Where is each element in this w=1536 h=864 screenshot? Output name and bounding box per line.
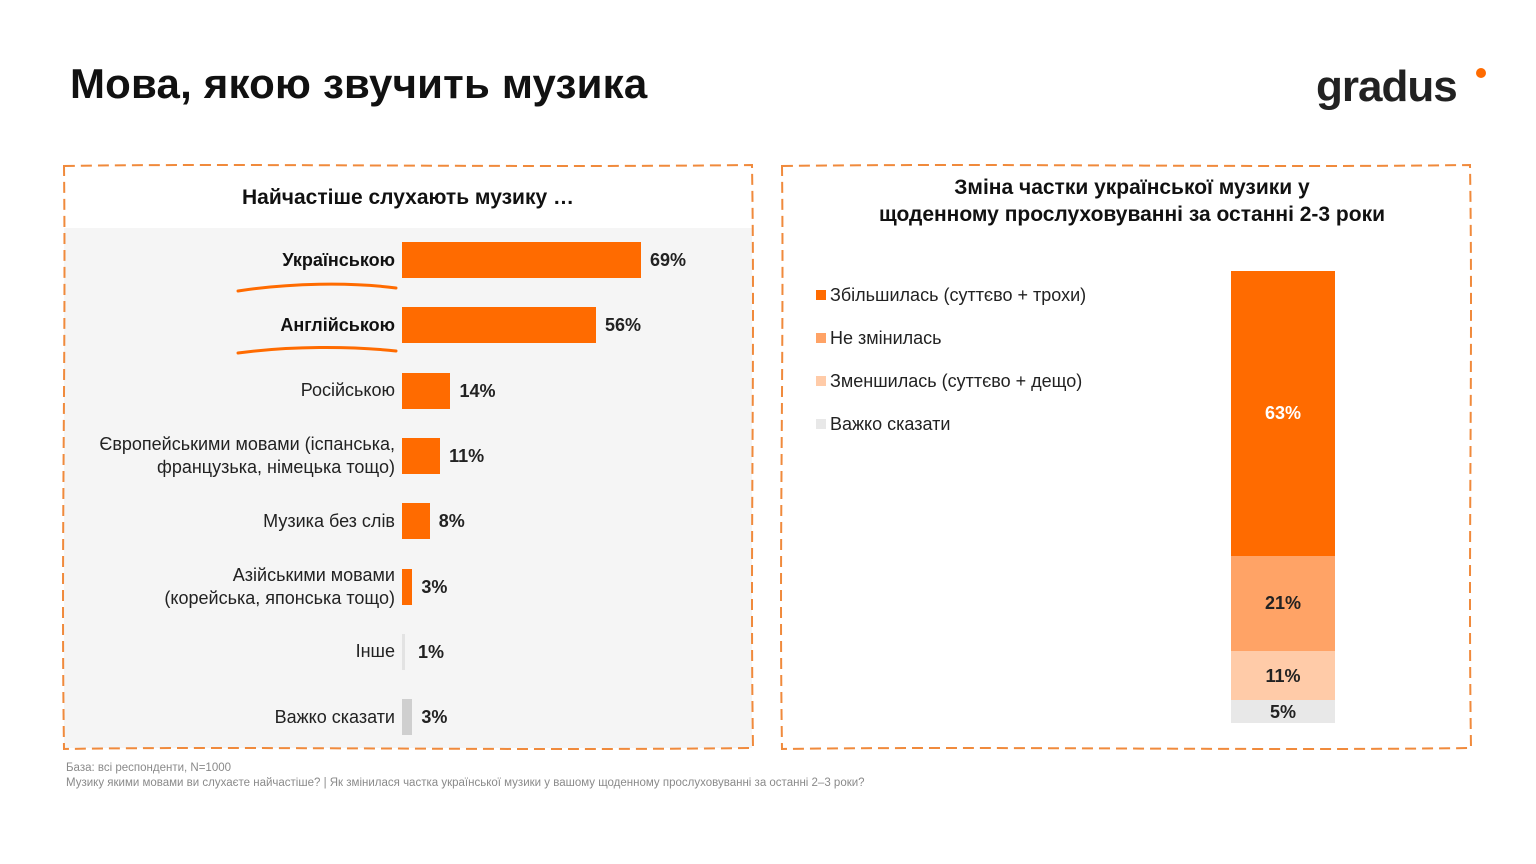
bar	[402, 242, 641, 278]
legend-swatch	[816, 376, 826, 386]
legend-label: Збільшилась (суттєво + трохи)	[830, 285, 1087, 305]
bar-category-label: Російською	[301, 379, 395, 402]
bar-chart-title: Найчастіше слухають музику …	[242, 186, 574, 209]
bar	[402, 307, 596, 344]
bar-category-label: Англійською	[280, 314, 395, 337]
bar-category-label-line: Російською	[300, 380, 395, 401]
bar-category-label: Музика без слів	[263, 510, 395, 533]
bar-category-label-line: Англійською	[280, 314, 395, 335]
legend-swatch	[816, 290, 826, 300]
bar	[402, 503, 430, 540]
bar-category-label: Інше	[356, 640, 395, 663]
bar-value-label: 11%	[449, 445, 485, 466]
footnote-base: База: всі респонденти, N=1000	[66, 762, 232, 774]
footnote-questions: Музику якими мовами ви слухаєте найчасті…	[66, 777, 865, 789]
page-title: Мова, якою звучить музика	[70, 60, 648, 107]
bar-category-label: Важко сказати	[275, 706, 395, 729]
bar-category-label: Європейськими мовами (іспанська, французь…	[99, 433, 395, 479]
stack-value-label: 5%	[1269, 701, 1296, 722]
bar-category-label-line: Важко сказати	[274, 706, 395, 727]
bar-value-label: 1%	[418, 641, 445, 662]
bar-category-label-line: Українською	[282, 249, 395, 270]
bar-category-label-line: Азійськими мовами	[232, 564, 395, 585]
gradus-logo: gradus	[1316, 62, 1458, 111]
bar-value-label: 8%	[438, 511, 465, 532]
legend-label: Не змінилась	[830, 328, 942, 348]
stack-segment	[1231, 271, 1335, 556]
bar	[402, 372, 451, 409]
stack-value-label: 11%	[1265, 665, 1301, 686]
bar	[402, 437, 441, 474]
bar-value-label: 3%	[421, 707, 448, 728]
left-panel-background	[64, 228, 752, 748]
stack-segment	[1231, 555, 1335, 651]
right-panel-border	[780, 163, 1473, 751]
bar-value-label: 69%	[650, 250, 687, 270]
stack-value-label: 63%	[1264, 403, 1302, 424]
bar-category-label-line: Європейськими мовами (іспанська,	[99, 433, 395, 454]
stacked-chart-title-line-1: Зміна частки української музики у	[954, 176, 1310, 199]
logo-dot-icon	[1476, 68, 1486, 78]
bar-value-label: 14%	[459, 380, 496, 401]
bar-category-label-line: Музика без слів	[263, 510, 395, 531]
legend-swatch	[816, 419, 826, 429]
stack-segment	[1231, 650, 1335, 701]
stacked-chart-title-line-2: щоденному прослуховуванні за останні 2-3…	[879, 203, 1385, 226]
bar-category-label-line: французька, німецька тощо)	[157, 456, 395, 477]
bar-value-label: 56%	[604, 315, 641, 336]
bar-category-label: Українською	[282, 249, 395, 272]
legend-swatch	[816, 333, 826, 343]
bar	[402, 699, 413, 736]
legend-label: Важко сказати	[830, 414, 951, 434]
bar-category-label: Азійськими мовами (корейська, японська то…	[164, 564, 395, 610]
bar-category-label-line: Інше	[355, 641, 395, 662]
stack-segment	[1231, 700, 1335, 723]
bar	[402, 568, 413, 605]
bar-value-label: 3%	[421, 576, 448, 597]
stacked-chart-title: Зміна частки української музики у щоденн…	[782, 174, 1482, 228]
bar-category-label-line: (корейська, японська тощо)	[164, 587, 395, 608]
stack-value-label: 21%	[1264, 593, 1302, 614]
legend-label: Зменшилась (суттєво + дещо)	[830, 371, 1083, 391]
bar	[402, 633, 406, 670]
